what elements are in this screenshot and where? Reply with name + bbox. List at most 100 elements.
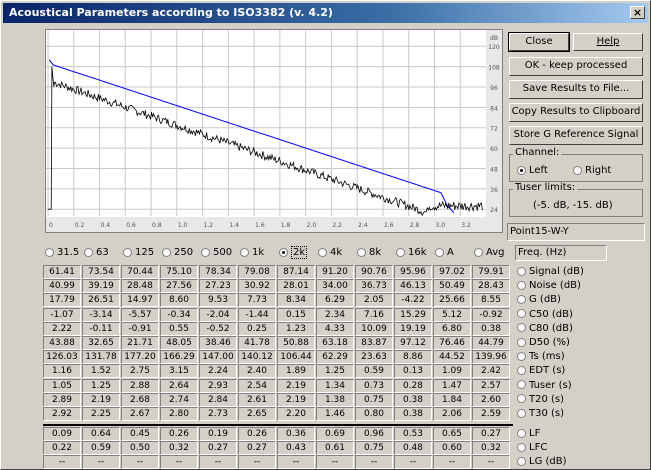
- value-cell: 0.38: [394, 392, 432, 407]
- x-tick-label: 1.8: [281, 222, 291, 229]
- value-cell: 87.14: [277, 265, 315, 279]
- band-radio-63[interactable]: 63: [84, 245, 109, 261]
- value-cell: 90.76: [355, 265, 393, 279]
- ok-keep-processed-button[interactable]: OK - keep processed: [509, 57, 643, 76]
- value-cell: 2.93: [199, 378, 237, 393]
- value-cell: 7.16: [355, 307, 393, 322]
- value-cell: -3.14: [82, 307, 120, 322]
- band-radio-1k[interactable]: 1k: [240, 245, 264, 261]
- value-cell: --: [160, 455, 198, 470]
- value-cell: 0.28: [394, 378, 432, 393]
- param-radio[interactable]: LF: [517, 427, 540, 441]
- value-cell: 0.69: [316, 427, 354, 441]
- value-cell: 0.45: [121, 427, 159, 441]
- value-cell: 2.25: [82, 407, 120, 421]
- value-cell: 0.80: [355, 407, 393, 421]
- y-tick-label: 24: [490, 207, 498, 214]
- param-radio[interactable]: Noise (dB): [517, 279, 581, 293]
- value-cell: 0.59: [82, 441, 120, 456]
- value-cell: --: [316, 455, 354, 470]
- channel-right-radio[interactable]: Right: [573, 165, 611, 176]
- param-radio[interactable]: T30 (s): [517, 407, 564, 421]
- param-radio[interactable]: LG (dB): [517, 455, 567, 469]
- value-cell: 2.89: [43, 392, 81, 407]
- point-name-field: Point15-W-Y: [507, 223, 645, 241]
- param-radio[interactable]: T20 (s): [517, 393, 564, 407]
- param-label: C50 (dB): [529, 308, 573, 320]
- value-cell: 26.51: [82, 293, 120, 308]
- x-tick-label: 2.0: [307, 222, 317, 229]
- value-cell: 1.23: [277, 321, 315, 336]
- band-label: 4k: [330, 247, 343, 258]
- value-cell: 1.25: [316, 364, 354, 379]
- value-cell: 0.25: [238, 321, 276, 336]
- param-radio[interactable]: C50 (dB): [517, 308, 573, 322]
- x-tick-label: 0: [49, 222, 53, 229]
- close-button[interactable]: Close: [508, 32, 570, 52]
- value-cell: 2.19: [82, 392, 120, 407]
- param-label: T30 (s): [529, 408, 565, 419]
- value-cell: -0.92: [472, 307, 510, 322]
- param-radio[interactable]: Tuser (s): [517, 379, 572, 393]
- band-radio-16k[interactable]: 16k: [396, 245, 427, 261]
- decay-plot: 1201089684726048362412010896847260483624…: [45, 29, 503, 233]
- value-cell: 76.46: [433, 336, 471, 350]
- channel-left-radio[interactable]: Left: [517, 165, 548, 176]
- integrated-decay-curve: [48, 59, 455, 213]
- param-label: C80 (dB): [529, 322, 573, 334]
- value-cell: 140.12: [238, 350, 276, 365]
- param-radio[interactable]: C80 (dB): [517, 322, 573, 336]
- value-cell: 43.88: [43, 336, 81, 350]
- value-cell: -0.34: [160, 307, 198, 322]
- store-g-reference-button[interactable]: Store G Reference Signal: [509, 126, 643, 145]
- close-window-icon[interactable]: ×: [630, 6, 645, 19]
- band-radio-4k[interactable]: 4k: [318, 245, 342, 261]
- value-cell: 7.73: [238, 293, 276, 308]
- band-radio-2k[interactable]: 2k: [279, 245, 308, 261]
- value-cell: 1.89: [277, 364, 315, 379]
- value-cell: 70.44: [121, 265, 159, 279]
- x-tick-label: 0.6: [126, 222, 136, 229]
- band-radio-A[interactable]: A: [435, 245, 454, 261]
- x-tick-label: 1.4: [229, 222, 239, 229]
- help-button[interactable]: Help: [573, 33, 643, 51]
- value-cell: 39.19: [82, 279, 120, 294]
- value-cell: 48.05: [160, 336, 198, 350]
- value-cell: 2.75: [121, 364, 159, 379]
- value-cell: 0.59: [355, 364, 393, 379]
- y-tick-label: 120: [488, 44, 500, 51]
- x-tick-label: 0.4: [101, 222, 111, 229]
- band-radio-125[interactable]: 125: [123, 245, 154, 261]
- value-cell: 2.19: [277, 378, 315, 393]
- value-cell: 2.05: [355, 293, 393, 308]
- band-radio-8k[interactable]: 8k: [357, 245, 381, 261]
- param-radio[interactable]: Signal (dB): [517, 265, 584, 279]
- band-radio-31.5[interactable]: 31.5: [45, 245, 79, 261]
- title-bar[interactable]: Acoustical Parameters according to ISO33…: [3, 3, 648, 23]
- value-cell: 2.22: [43, 321, 81, 336]
- param-radio[interactable]: EDT (s): [517, 364, 565, 378]
- band-radio-500[interactable]: 500: [201, 245, 232, 261]
- param-radio[interactable]: Ts (ms): [517, 350, 565, 364]
- band-radio-250[interactable]: 250: [162, 245, 193, 261]
- value-cell: 8.55: [472, 293, 510, 308]
- param-label: Noise (dB): [529, 280, 581, 292]
- value-cell: 78.34: [199, 265, 237, 279]
- value-cell: 27.56: [160, 279, 198, 294]
- radio-icon: [517, 408, 526, 418]
- x-axis-band: [46, 217, 502, 232]
- band-radio-Avg[interactable]: Avg: [474, 245, 505, 261]
- param-radio[interactable]: LFC: [517, 441, 547, 455]
- value-cell: --: [199, 455, 237, 470]
- copy-results-button[interactable]: Copy Results to Clipboard: [509, 103, 643, 122]
- param-radio[interactable]: D50 (%): [517, 336, 570, 350]
- save-results-button[interactable]: Save Results to File...: [509, 80, 643, 99]
- value-cell: 1.38: [316, 392, 354, 407]
- param-radio[interactable]: G (dB): [517, 293, 561, 307]
- param-label: LFC: [529, 442, 548, 454]
- value-cell: 8.86: [394, 350, 432, 365]
- x-tick-label: 1.0: [178, 222, 188, 229]
- param-label: Ts (ms): [529, 351, 565, 363]
- radio-icon: [517, 456, 526, 466]
